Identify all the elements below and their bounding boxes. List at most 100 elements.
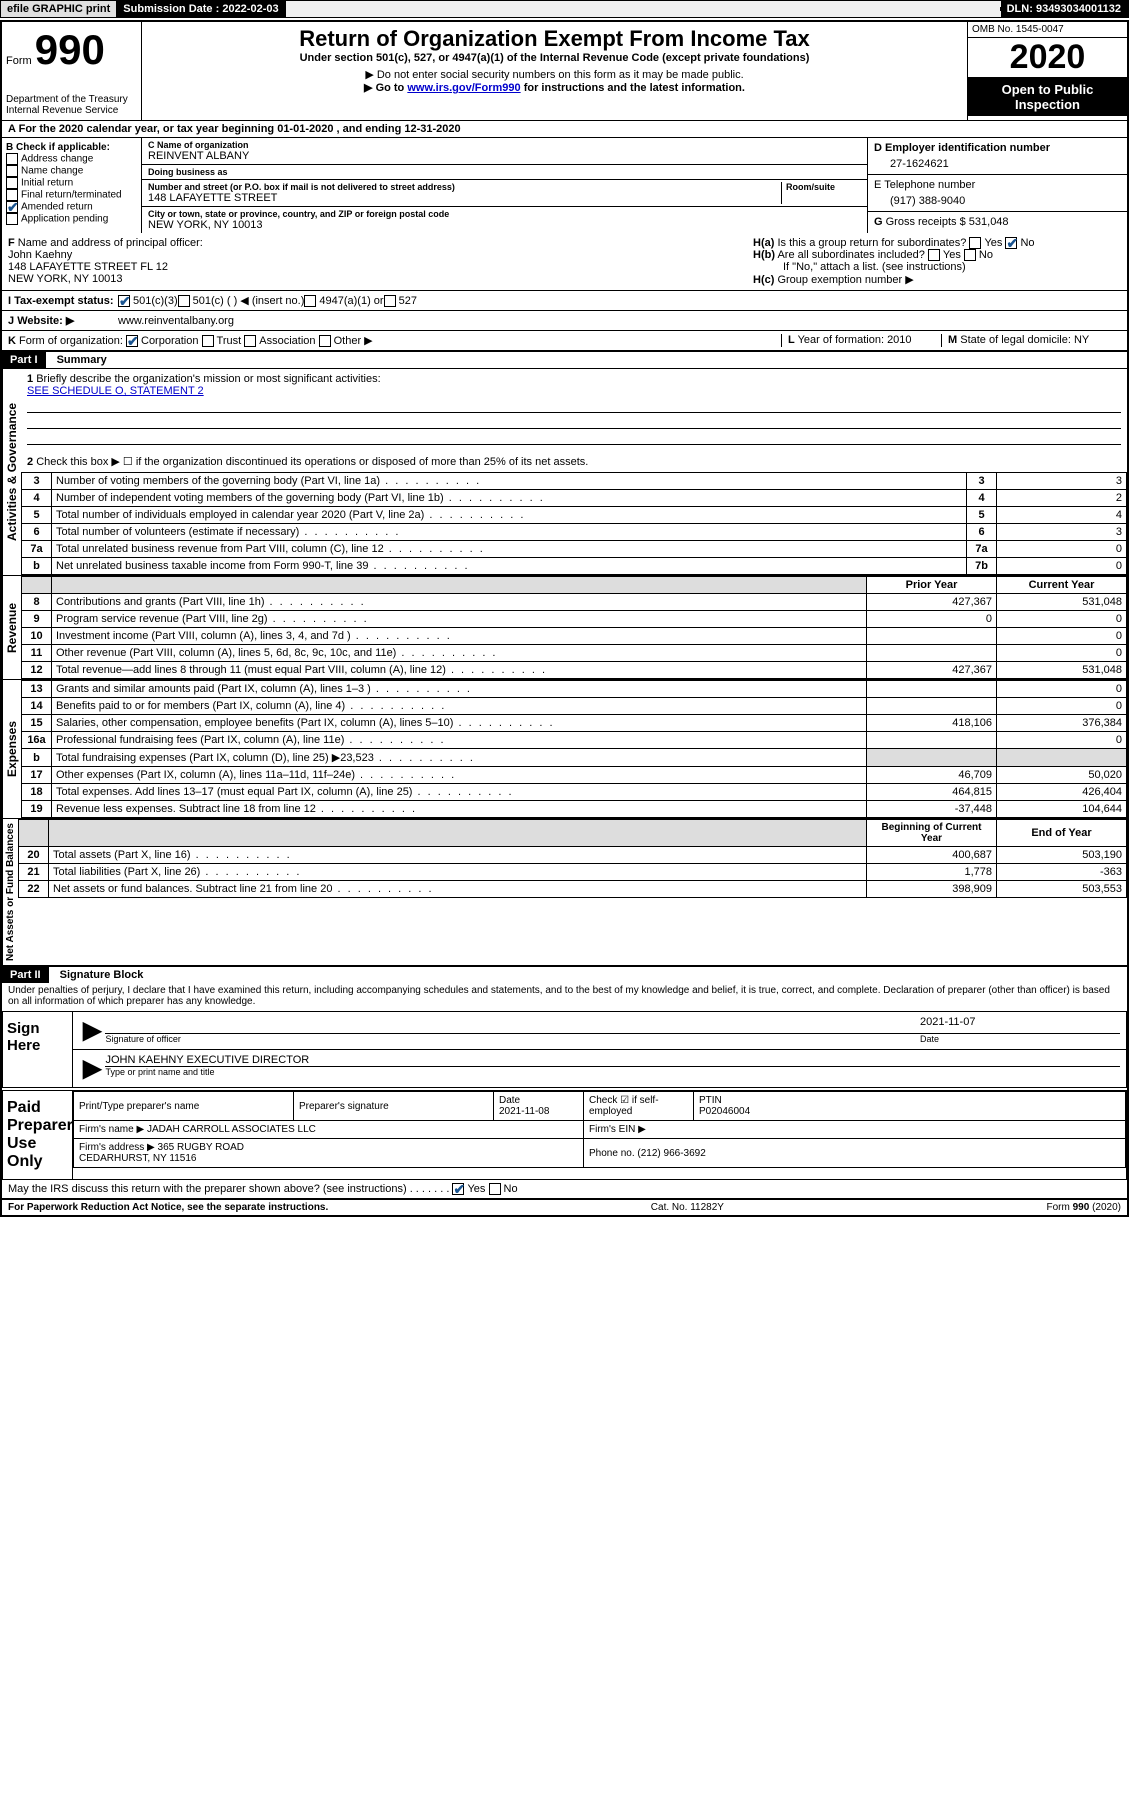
assoc-checkbox[interactable] bbox=[244, 335, 256, 347]
dln-box: DLN: 93493034001132 bbox=[1001, 1, 1128, 17]
col-h: H(a) Is this a group return for subordin… bbox=[747, 233, 1127, 290]
org-city: NEW YORK, NY 10013 bbox=[148, 219, 861, 231]
hb-yes-checkbox[interactable] bbox=[928, 249, 940, 261]
corp-checkbox[interactable] bbox=[126, 335, 138, 347]
table-row: 6Total number of volunteers (estimate if… bbox=[22, 524, 1127, 541]
year-formation: 2010 bbox=[887, 334, 911, 346]
officer-addr2: NEW YORK, NY 10013 bbox=[8, 273, 741, 285]
name-change-checkbox[interactable] bbox=[6, 165, 18, 177]
l-label: Year of formation: bbox=[798, 334, 884, 346]
501c3-label: 501(c)(3) bbox=[133, 295, 178, 307]
discuss-yes-checkbox[interactable] bbox=[452, 1183, 464, 1195]
row-a-taxyear: A For the 2020 calendar year, or tax yea… bbox=[2, 121, 1127, 138]
sig-name-row: ▶ JOHN KAEHNY EXECUTIVE DIRECTOR Type or… bbox=[73, 1050, 1126, 1087]
prep-name-label: Print/Type preparer's name bbox=[74, 1092, 294, 1121]
firm-addr1: 365 RUGBY ROAD bbox=[158, 1142, 245, 1153]
form-word: Form bbox=[6, 55, 32, 67]
preparer-row1: Print/Type preparer's name Preparer's si… bbox=[74, 1092, 1126, 1121]
preparer-section: Paid Preparer Use Only Print/Type prepar… bbox=[2, 1090, 1127, 1180]
line2: 2 Check this box ▶ ☐ if the organization… bbox=[21, 451, 1127, 472]
vert-revenue: Revenue bbox=[2, 576, 21, 679]
table-row: 22Net assets or fund balances. Subtract … bbox=[19, 881, 1127, 898]
note-goto-post: for instructions and the latest informat… bbox=[521, 82, 745, 94]
d-label: Employer identification number bbox=[885, 142, 1050, 154]
table-row: 3Number of voting members of the governi… bbox=[22, 473, 1127, 490]
hb-no-checkbox[interactable] bbox=[964, 249, 976, 261]
part1-body: Activities & Governance 1 Briefly descri… bbox=[2, 368, 1127, 575]
501c-label: 501(c) ( ) ◀ (insert no.) bbox=[193, 294, 305, 307]
table-row: 14Benefits paid to or for members (Part … bbox=[22, 698, 1127, 715]
footer-right: Form 990 (2020) bbox=[1047, 1202, 1121, 1213]
part2-header-row: Part II Signature Block bbox=[2, 967, 1127, 983]
form-header: Form 990 Department of the Treasury Inte… bbox=[2, 22, 1127, 121]
rev-content: Prior YearCurrent Year8Contributions and… bbox=[21, 576, 1127, 679]
j-label: Website: ▶ bbox=[17, 315, 74, 327]
ptin-value: P02046004 bbox=[699, 1106, 750, 1117]
table-row: 17Other expenses (Part IX, column (A), l… bbox=[22, 767, 1127, 784]
part2-title: Part II bbox=[2, 967, 49, 983]
form990-link[interactable]: www.irs.gov/Form990 bbox=[407, 82, 520, 94]
dotted-line bbox=[27, 431, 1121, 445]
4947-checkbox[interactable] bbox=[304, 295, 316, 307]
trust-checkbox[interactable] bbox=[202, 335, 214, 347]
527-checkbox[interactable] bbox=[384, 295, 396, 307]
note-goto-pre: Go to bbox=[376, 82, 408, 94]
table-row: 5Total number of individuals employed in… bbox=[22, 507, 1127, 524]
submission-date: 2022-02-03 bbox=[222, 3, 278, 15]
exp-table: 13Grants and similar amounts paid (Part … bbox=[21, 680, 1127, 818]
row-j: J Website: ▶ www.reinventalbany.org bbox=[2, 311, 1127, 331]
vert-governance: Activities & Governance bbox=[2, 369, 21, 575]
submission-date-label: Submission Date : 2022-02-03 bbox=[117, 1, 285, 17]
phone-label: Phone no. bbox=[589, 1148, 635, 1159]
officer-name: John Kaehny bbox=[8, 249, 741, 261]
table-row: 15Salaries, other compensation, employee… bbox=[22, 715, 1127, 732]
form-header-right: OMB No. 1545-0047 2020 Open to Public In… bbox=[967, 22, 1127, 120]
e-label: Telephone number bbox=[884, 179, 975, 191]
sign-right: ▶ Signature of officer 2021-11-07 Date ▶… bbox=[73, 1012, 1126, 1087]
name-change-label: Name change bbox=[21, 166, 83, 177]
phone-value: (917) 388-9040 bbox=[874, 191, 1121, 207]
amended-return-checkbox[interactable] bbox=[6, 201, 18, 213]
line1-value[interactable]: SEE SCHEDULE O, STATEMENT 2 bbox=[27, 385, 204, 397]
efile-print-button[interactable]: efile GRAPHIC print bbox=[1, 1, 117, 17]
app-pending-checkbox[interactable] bbox=[6, 213, 18, 225]
gov-table: 3Number of voting members of the governi… bbox=[21, 472, 1127, 575]
state-domicile: NY bbox=[1074, 334, 1089, 346]
rev-section: Revenue Prior YearCurrent Year8Contribut… bbox=[2, 575, 1127, 679]
table-row: 20Total assets (Part X, line 16)400,6875… bbox=[19, 847, 1127, 864]
arrow-icon: ▶ bbox=[79, 1016, 105, 1045]
line1: 1 Briefly describe the organization's mi… bbox=[21, 369, 1127, 451]
gov-content: 1 Briefly describe the organization's mi… bbox=[21, 369, 1127, 575]
g-label: Gross receipts $ bbox=[886, 216, 966, 228]
form-container: Form 990 Department of the Treasury Inte… bbox=[0, 20, 1129, 1217]
table-row: 13Grants and similar amounts paid (Part … bbox=[22, 681, 1127, 698]
c-name-label: Name of organization bbox=[157, 140, 249, 150]
ha-yes-checkbox[interactable] bbox=[969, 237, 981, 249]
hc-label: Group exemption number ▶ bbox=[777, 274, 913, 286]
table-row: 7aTotal unrelated business revenue from … bbox=[22, 541, 1127, 558]
org-addr: 148 LAFAYETTE STREET bbox=[148, 192, 781, 204]
501c-checkbox[interactable] bbox=[178, 295, 190, 307]
org-name: REINVENT ALBANY bbox=[148, 150, 861, 162]
b-label: Check if applicable: bbox=[16, 142, 110, 153]
arrow-icon: ▶ bbox=[79, 1054, 105, 1083]
section-bcde: B Check if applicable: Address change Na… bbox=[2, 138, 1127, 233]
firm-addr-label: Firm's address ▶ bbox=[79, 1142, 155, 1153]
other-checkbox[interactable] bbox=[319, 335, 331, 347]
discuss-label: May the IRS discuss this return with the… bbox=[8, 1183, 407, 1195]
prep-check-label: Check ☑ if self-employed bbox=[589, 1095, 659, 1117]
initial-return-checkbox[interactable] bbox=[6, 177, 18, 189]
prep-date: 2021-11-08 bbox=[499, 1106, 549, 1117]
discuss-no-checkbox[interactable] bbox=[489, 1183, 501, 1195]
sig-date: 2021-11-07 bbox=[920, 1016, 1120, 1034]
dotted-line bbox=[27, 399, 1121, 413]
tax-year: 2020 bbox=[968, 38, 1127, 78]
line2-label: Check this box ▶ ☐ if the organization d… bbox=[36, 456, 588, 468]
line1-label: Briefly describe the organization's miss… bbox=[36, 373, 380, 385]
table-row: 8Contributions and grants (Part VIII, li… bbox=[22, 594, 1127, 611]
ha-no-checkbox[interactable] bbox=[1005, 237, 1017, 249]
501c3-checkbox[interactable] bbox=[118, 295, 130, 307]
trust-label: Trust bbox=[217, 335, 242, 347]
addr-change-checkbox[interactable] bbox=[6, 153, 18, 165]
table-row: bNet unrelated business taxable income f… bbox=[22, 558, 1127, 575]
